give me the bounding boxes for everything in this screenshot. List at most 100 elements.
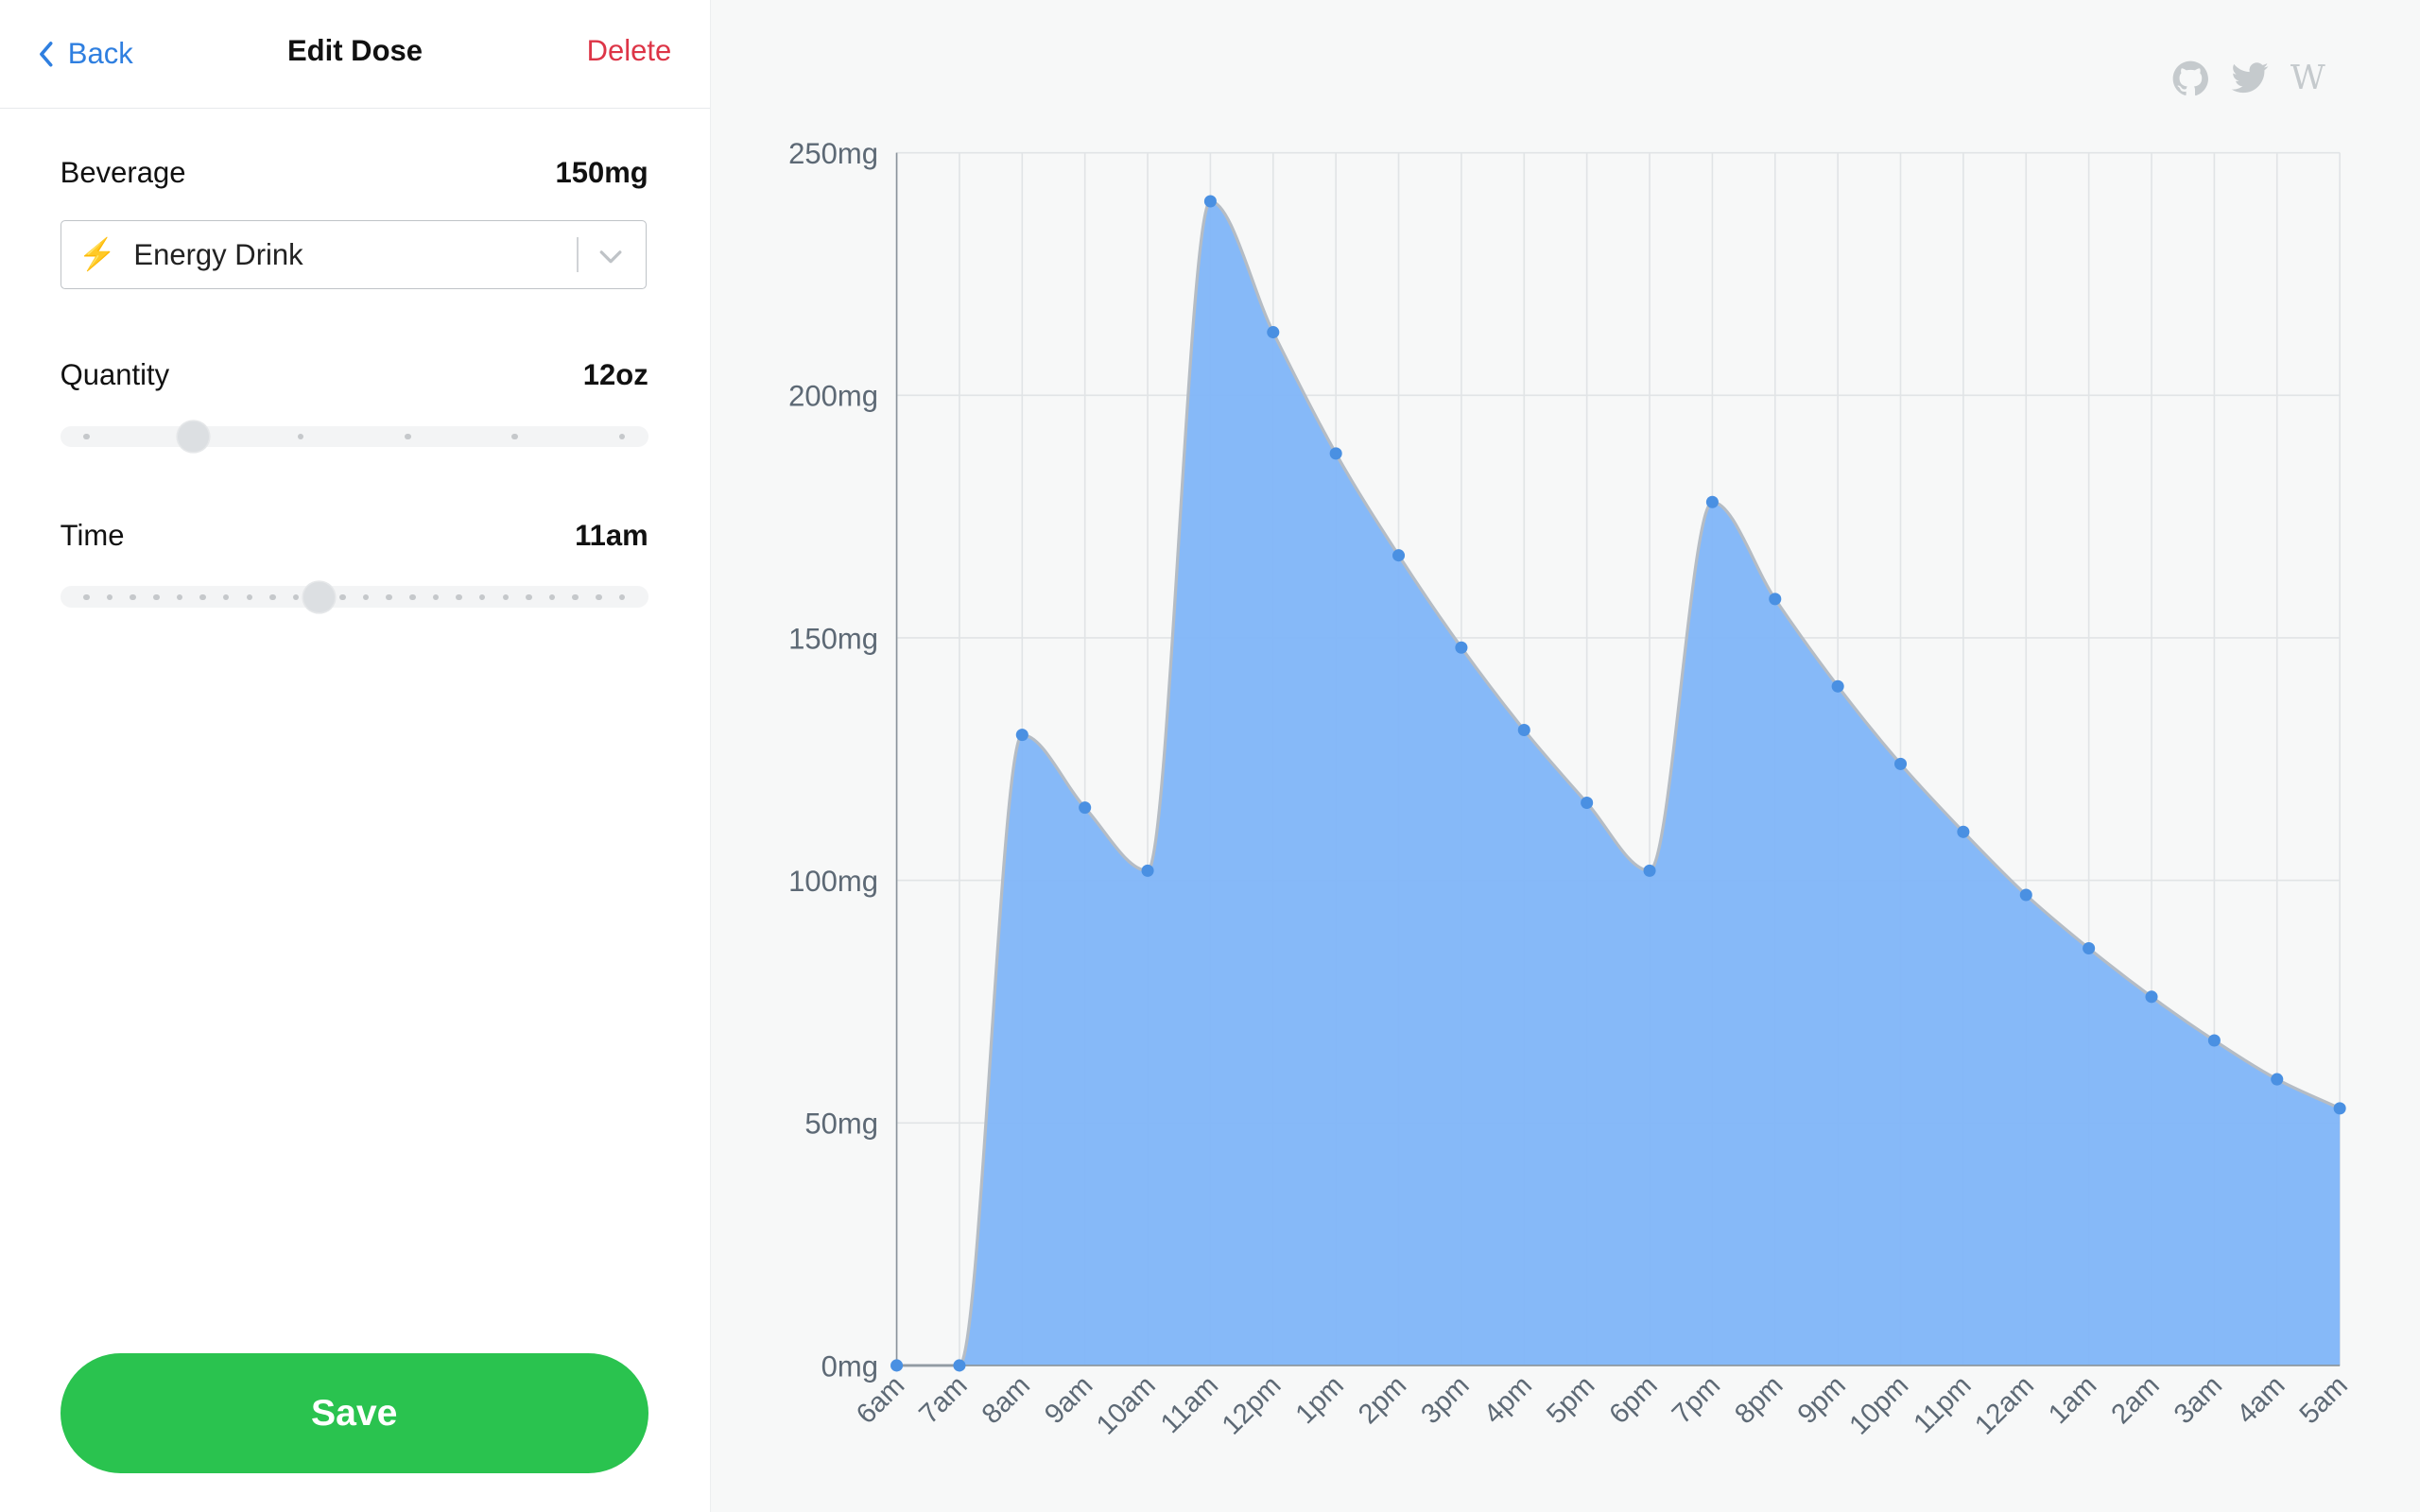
data-point	[2271, 1073, 2284, 1086]
time-slider-tick	[596, 593, 602, 601]
time-slider-tick	[106, 593, 113, 601]
quantity-slider-tick	[297, 433, 304, 440]
data-point	[1141, 864, 1154, 877]
time-slider-tick	[502, 593, 510, 601]
time-slider-tick	[199, 593, 206, 601]
time-slider-tick	[176, 593, 183, 601]
time-slider-tick	[269, 593, 276, 601]
time-slider-tick	[526, 593, 532, 601]
x-tick-label: 2am	[2105, 1369, 2166, 1430]
data-point	[1957, 825, 1970, 838]
y-tick-label: 50mg	[804, 1108, 878, 1141]
area-fill	[896, 200, 2341, 1366]
time-slider-tick	[386, 593, 392, 601]
quantity-slider-tick	[405, 433, 411, 440]
data-point	[1455, 641, 1468, 654]
time-slider-tick	[246, 593, 253, 601]
time-slider-tick	[456, 593, 462, 601]
y-tick-label: 100mg	[788, 865, 878, 898]
x-tick-label: 12pm	[1216, 1369, 1287, 1440]
data-point	[2333, 1102, 2346, 1115]
time-slider[interactable]	[60, 581, 648, 613]
x-tick-label: 12am	[1969, 1369, 2040, 1440]
time-slider-thumb[interactable]	[303, 581, 336, 613]
data-point	[1769, 593, 1782, 606]
data-point	[1581, 796, 1594, 810]
quantity-slider-tick	[511, 433, 518, 440]
time-slider-tick	[83, 593, 90, 601]
y-tick-label: 250mg	[788, 137, 878, 170]
chevron-left-icon	[37, 39, 56, 70]
save-button[interactable]: Save	[60, 1352, 648, 1474]
time-label: Time	[60, 518, 125, 552]
x-tick-label: 1am	[2043, 1369, 2103, 1430]
x-tick-label: 6pm	[1603, 1369, 1664, 1430]
data-point	[1517, 723, 1530, 737]
data-point	[1203, 195, 1217, 208]
quantity-value: 12oz	[582, 357, 648, 391]
x-tick-label: 11pm	[1908, 1369, 1978, 1439]
github-icon[interactable]	[2170, 59, 2210, 98]
wikipedia-icon[interactable]: W	[2290, 59, 2325, 98]
delete-button[interactable]: Delete	[586, 33, 672, 67]
time-slider-tick	[432, 593, 440, 601]
x-tick-label: 4am	[2231, 1369, 2291, 1430]
x-tick-label: 7pm	[1666, 1369, 1726, 1430]
data-point	[1705, 495, 1719, 508]
time-slider-tick	[222, 593, 230, 601]
select-separator	[576, 236, 579, 273]
data-point	[2019, 888, 2032, 902]
page-title: Edit Dose	[286, 33, 424, 67]
data-point	[953, 1359, 966, 1372]
beverage-label: Beverage	[60, 155, 186, 189]
x-tick-label: 4pm	[1478, 1369, 1538, 1430]
x-tick-label: 11am	[1154, 1369, 1224, 1439]
x-tick-label: 8pm	[1729, 1369, 1789, 1430]
data-point	[1894, 757, 1908, 770]
beverage-select[interactable]: ⚡ Energy Drink	[60, 220, 648, 289]
time-slider-tick	[478, 593, 486, 601]
time-slider-tick	[618, 593, 626, 601]
time-slider-tick	[548, 593, 556, 601]
x-tick-label: 8am	[976, 1369, 1036, 1430]
chevron-down-icon[interactable]	[598, 243, 623, 272]
y-tick-label: 150mg	[788, 622, 878, 655]
x-tick-label: 1pm	[1289, 1369, 1350, 1430]
x-tick-label: 2pm	[1353, 1369, 1413, 1430]
time-slider-tick	[292, 593, 300, 601]
quantity-slider-tick	[83, 433, 90, 440]
back-label: Back	[67, 37, 133, 71]
x-tick-label: 9am	[1039, 1369, 1099, 1430]
back-button[interactable]: Back	[37, 34, 133, 74]
data-point	[1267, 326, 1280, 339]
time-slider-tick	[409, 593, 416, 601]
quantity-slider[interactable]	[60, 421, 648, 453]
time-slider-tick	[153, 593, 160, 601]
beverage-selected-value: Energy Drink	[133, 238, 303, 272]
time-slider-tick	[362, 593, 370, 601]
x-tick-label: 3am	[2168, 1369, 2228, 1430]
x-tick-label: 10am	[1091, 1369, 1162, 1440]
x-tick-label: 5am	[2293, 1369, 2354, 1430]
quantity-label: Quantity	[60, 357, 170, 391]
data-point	[1079, 801, 1092, 815]
data-point	[890, 1359, 904, 1372]
data-point	[1015, 729, 1028, 742]
data-point	[2145, 990, 2158, 1004]
quantity-slider-tick	[618, 433, 626, 440]
data-point	[2083, 941, 2096, 955]
data-point	[2207, 1034, 2221, 1047]
y-tick-label: 200mg	[788, 380, 878, 413]
edit-dose-panel: Back Edit Dose Delete Beverage 150mg ⚡ E…	[0, 0, 712, 1512]
navbar: Back Edit Dose Delete	[0, 0, 711, 110]
x-tick-label: 7am	[913, 1369, 974, 1430]
quantity-slider-thumb[interactable]	[178, 421, 210, 453]
lightning-bolt-icon: ⚡	[78, 235, 117, 271]
time-value: 11am	[575, 518, 648, 552]
y-tick-label: 0mg	[821, 1349, 878, 1383]
x-tick-label: 10pm	[1843, 1369, 1914, 1440]
data-point	[1329, 447, 1342, 460]
twitter-icon[interactable]	[2229, 59, 2271, 98]
